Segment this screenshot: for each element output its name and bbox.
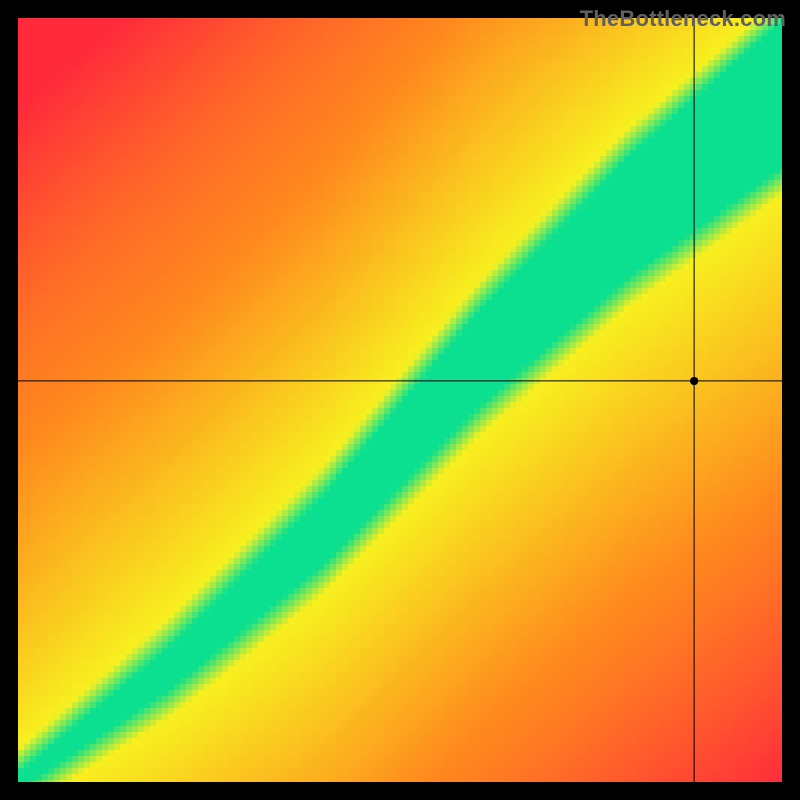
chart-container: TheBottleneck.com bbox=[0, 0, 800, 800]
watermark-text: TheBottleneck.com bbox=[580, 6, 786, 32]
bottleneck-heatmap bbox=[0, 0, 800, 800]
